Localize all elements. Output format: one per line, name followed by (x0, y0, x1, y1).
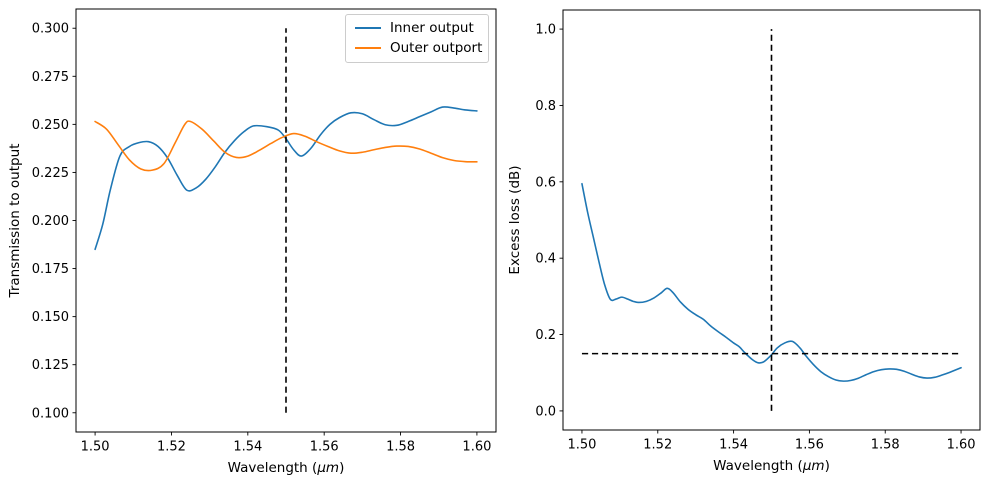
y-tick-label: 0.125 (32, 358, 69, 373)
x-tick-label: 1.52 (157, 440, 186, 455)
x-tick-label: 1.54 (719, 438, 748, 453)
inner-output-line-swatch (355, 27, 381, 30)
y-tick-label: 0.0 (535, 404, 556, 419)
y-tick-label: 0.250 (32, 118, 69, 133)
y-tick-label: 0.275 (32, 70, 69, 85)
y-axis-label: Transmission to output (7, 144, 23, 299)
x-tick-label: 1.60 (947, 438, 976, 453)
x-tick-label: 1.60 (462, 440, 491, 455)
y-tick-label: 0.8 (535, 99, 556, 114)
x-axis-label: Wavelength (μm) (713, 458, 830, 474)
x-tick-label: 1.50 (567, 438, 596, 453)
excess-loss-line (581, 182, 962, 382)
legend-entry-inner-output: Inner output (355, 21, 478, 36)
y-tick-label: 0.4 (535, 252, 556, 267)
outer-outport-line (94, 120, 478, 172)
x-tick-label: 1.56 (310, 440, 339, 455)
y-tick-label: 0.175 (32, 262, 69, 277)
y-tick-label: 0.2 (535, 328, 556, 343)
legend-label-outer-outport: Outer outport (390, 39, 483, 56)
y-tick-label: 0.150 (32, 310, 69, 325)
y-tick-label: 0.100 (32, 406, 69, 421)
y-axis-label: Excess loss (dB) (507, 165, 523, 274)
x-tick-label: 1.58 (386, 440, 415, 455)
legend: Inner output Outer outport (345, 14, 489, 63)
y-tick-label: 0.6 (535, 175, 556, 190)
y-tick-label: 0.225 (32, 166, 69, 181)
x-tick-label: 1.56 (795, 438, 824, 453)
x-tick-label: 1.58 (871, 438, 900, 453)
x-tick-label: 1.50 (81, 440, 110, 455)
inner-output-line (94, 106, 478, 251)
y-tick-label: 1.0 (535, 23, 556, 38)
outer-outport-line-swatch (355, 47, 381, 50)
x-tick-label: 1.54 (233, 440, 262, 455)
axes-spines (562, 9, 981, 431)
x-axis-label: Wavelength (μm) (228, 460, 345, 476)
transmission-vs-wavelength-axes: 1.50 1.52 1.54 1.56 1.58 1.60 0.100 0.125 0.150 0… (7, 8, 497, 476)
x-tick-label: 1.52 (643, 438, 672, 453)
y-tick-label: 0.200 (32, 214, 69, 229)
y-tick-label: 0.300 (32, 22, 69, 37)
legend-label-inner-output: Inner output (390, 20, 474, 36)
legend-entry-outer-outport: Outer outport (355, 40, 482, 56)
excess-loss-vs-wavelength-axes: 1.50 1.52 1.54 1.56 1.58 1.60 0.0 0.2 0.4 0.6 0.8 1… (507, 9, 981, 474)
axes-spines (75, 8, 497, 433)
